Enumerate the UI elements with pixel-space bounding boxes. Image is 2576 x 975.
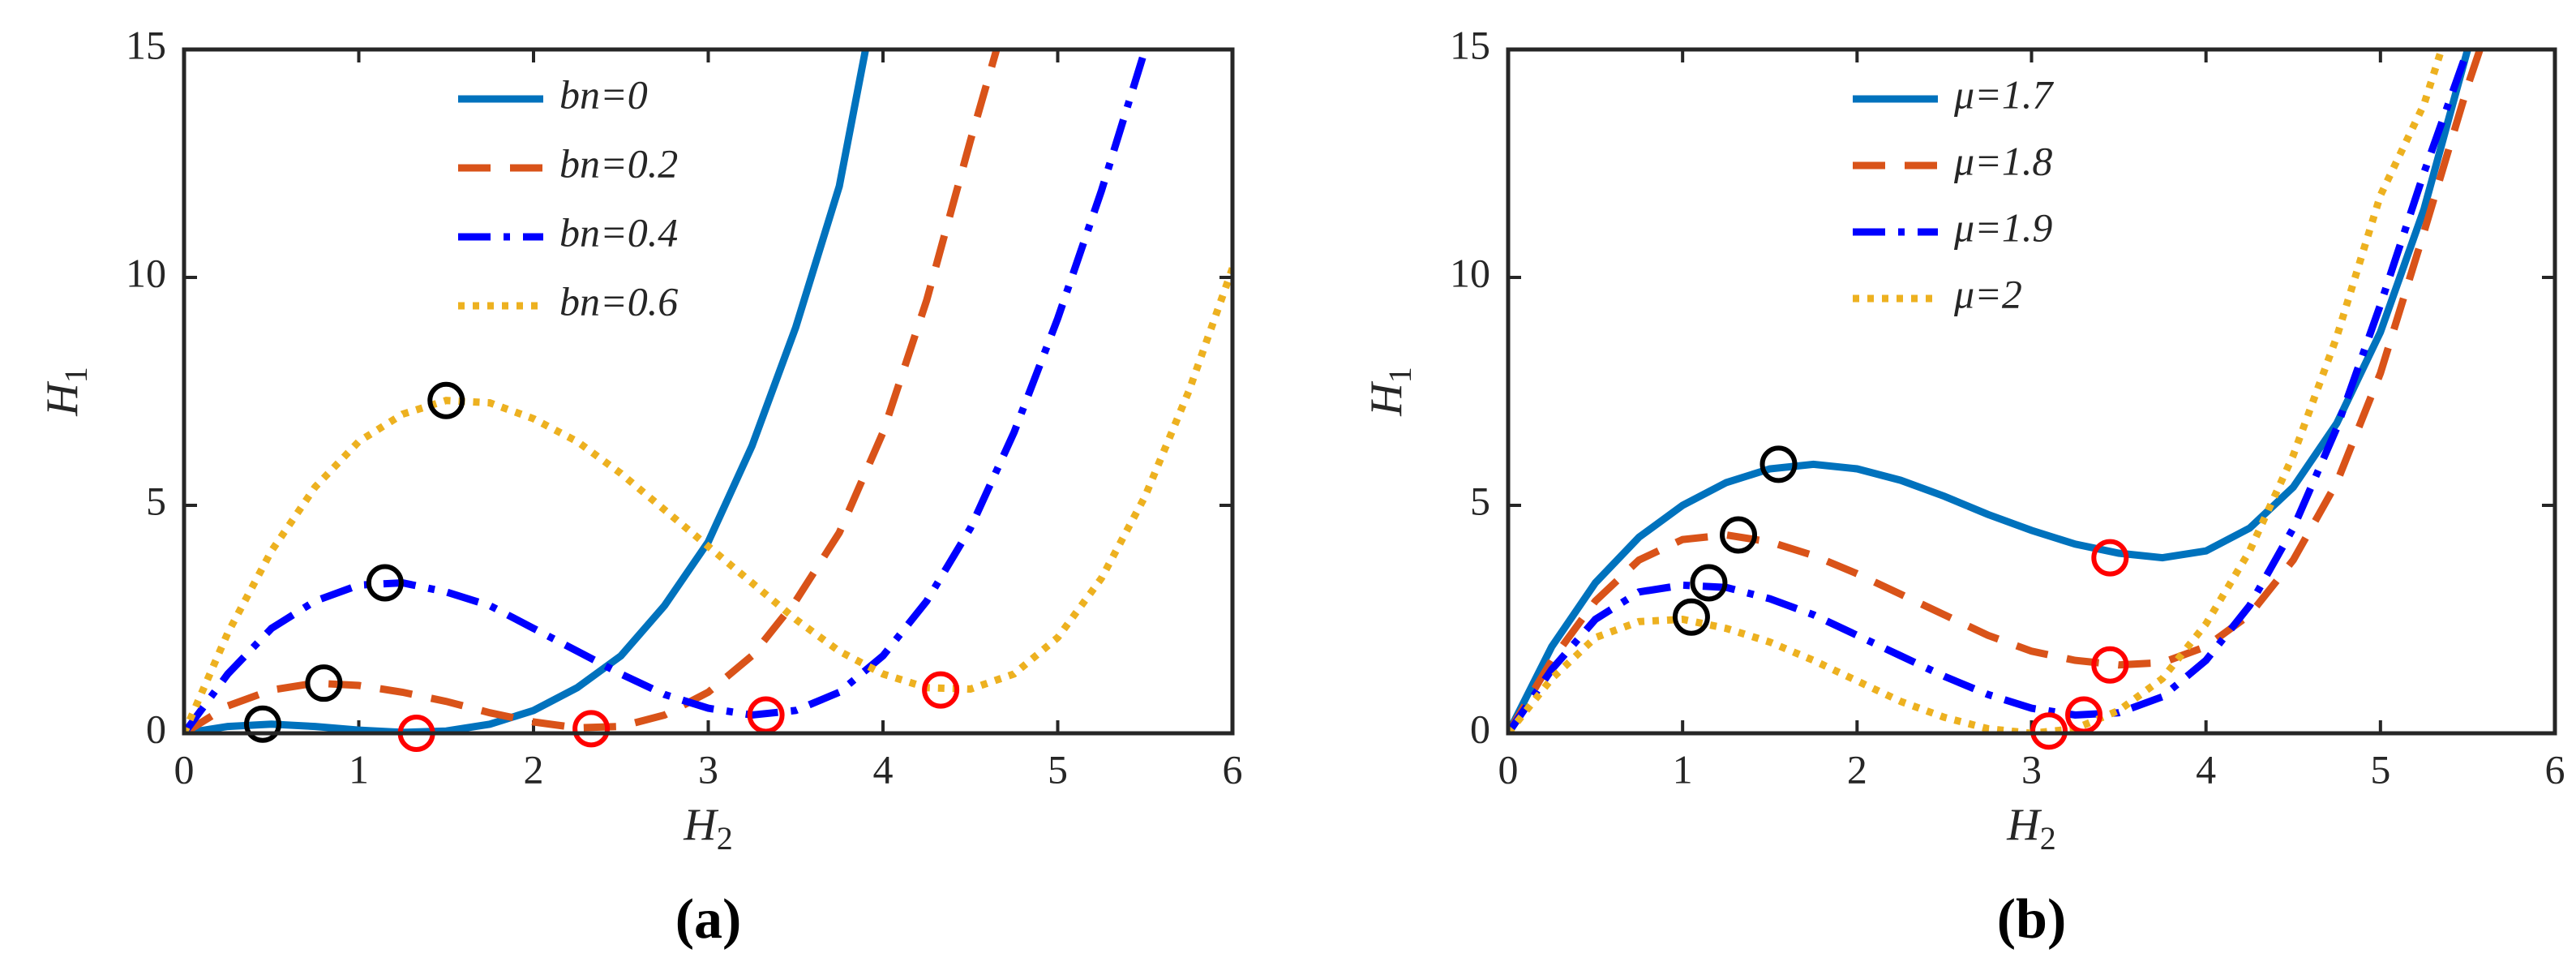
y-tick-label: 10 — [1450, 250, 1490, 295]
y-axis-label-main: H — [1361, 381, 1412, 417]
x-tick-label: 5 — [2370, 746, 2390, 792]
x-tick-label: 3 — [698, 746, 718, 792]
extremum-marker — [1672, 598, 1710, 636]
x-tick-label: 5 — [1048, 746, 1068, 792]
x-tick-label: 6 — [1223, 746, 1243, 792]
extremum-marker — [2030, 712, 2068, 750]
series-line — [1508, 49, 2445, 733]
y-tick-label: 0 — [1470, 706, 1490, 751]
y-axis-label-sub: 1 — [58, 367, 94, 383]
x-axis-label-main: H — [2006, 800, 2042, 850]
axes-frame — [1506, 47, 2557, 736]
extremum-marker — [2091, 539, 2129, 577]
x-axis-label-sub: 2 — [717, 820, 733, 857]
x-tick-label: 3 — [2021, 746, 2042, 792]
legend-label: μ=2 — [1953, 271, 2022, 316]
legend-label: bn=0 — [559, 71, 648, 117]
y-tick-label: 15 — [126, 22, 166, 67]
series-group — [184, 49, 1232, 733]
extremum-marker — [2091, 646, 2129, 684]
series-line — [184, 267, 1232, 733]
extremum-marker — [243, 705, 281, 743]
extremum-marker — [1759, 445, 1798, 483]
x-axis-label-sub: 2 — [2040, 820, 2056, 857]
y-tick-label: 0 — [146, 706, 166, 751]
x-tick-label: 2 — [1847, 746, 1867, 792]
x-tick-label: 0 — [1498, 746, 1519, 792]
y-tick-label: 5 — [1470, 478, 1490, 523]
y-tick-label: 15 — [1450, 22, 1490, 67]
panel-label: (a) — [675, 888, 742, 951]
series-line — [184, 49, 1001, 733]
x-axis-label-main: H — [683, 800, 718, 850]
x-tick-label: 1 — [1673, 746, 1693, 792]
x-tick-label: 4 — [2196, 746, 2216, 792]
x-axis-label: H2 — [2006, 800, 2055, 857]
extremum-marker — [427, 381, 465, 419]
y-axis-label-sub: 1 — [1382, 367, 1418, 383]
legend-label: μ=1.7 — [1953, 71, 2054, 117]
legend-label: μ=1.8 — [1953, 138, 2052, 183]
panel-label: (b) — [1997, 888, 2067, 951]
x-tick-label: 0 — [174, 746, 195, 792]
series-line — [1508, 49, 2471, 733]
axes-frame — [182, 47, 1235, 736]
plot-area — [184, 49, 1232, 733]
extremum-marker — [1720, 516, 1758, 554]
extremum-marker — [922, 671, 960, 709]
y-axis-label: H1 — [37, 367, 94, 416]
y-tick-label: 10 — [126, 250, 166, 295]
y-axis-label: H1 — [1361, 367, 1418, 416]
x-tick-label: 6 — [2545, 746, 2565, 792]
x-axis-label: H2 — [683, 800, 732, 857]
legend-label: μ=1.9 — [1953, 204, 2052, 250]
series-line — [184, 49, 869, 733]
series-group — [1508, 49, 2484, 733]
x-tick-label: 4 — [873, 746, 894, 792]
x-tick-label: 2 — [524, 746, 544, 792]
y-axis-label-main: H — [37, 381, 88, 417]
extremum-marker — [366, 564, 404, 602]
y-tick-label: 5 — [146, 478, 166, 523]
legend-label: bn=0.4 — [559, 209, 678, 255]
extremum-marker — [305, 664, 343, 702]
legend-label: bn=0.2 — [559, 140, 678, 186]
legend-label: bn=0.6 — [559, 278, 678, 324]
x-tick-label: 1 — [349, 746, 369, 792]
series-line — [1508, 49, 2471, 733]
series-line — [184, 49, 1149, 733]
extremum-marker — [1690, 564, 1728, 602]
extremum-marker — [572, 710, 611, 748]
series-line — [1508, 49, 2484, 733]
